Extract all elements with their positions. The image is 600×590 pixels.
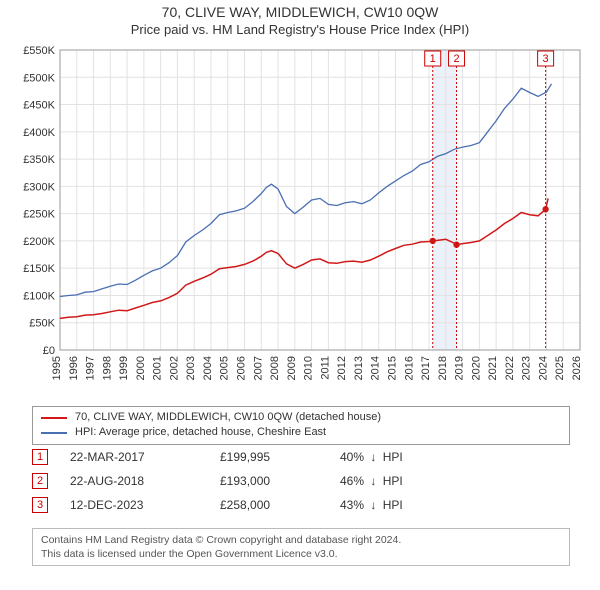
svg-text:2012: 2012 bbox=[336, 356, 348, 380]
svg-text:£550K: £550K bbox=[23, 45, 55, 57]
svg-text:2001: 2001 bbox=[152, 356, 164, 380]
down-arrow-icon: ↓ bbox=[370, 474, 376, 488]
sale-pct: 43% bbox=[340, 498, 364, 512]
footnote-line1: Contains HM Land Registry data © Crown c… bbox=[41, 533, 561, 547]
svg-text:2010: 2010 bbox=[303, 356, 315, 380]
sale-row: 3 12-DEC-2023 £258,000 43% ↓ HPI bbox=[32, 496, 570, 514]
svg-text:2026: 2026 bbox=[571, 356, 583, 380]
sales-table: 1 22-MAR-2017 £199,995 40% ↓ HPI 2 22-AU… bbox=[32, 448, 570, 520]
sale-diff: 46% ↓ HPI bbox=[340, 474, 460, 488]
sale-date: 12-DEC-2023 bbox=[70, 498, 220, 512]
svg-text:2019: 2019 bbox=[454, 356, 466, 380]
svg-text:£100K: £100K bbox=[23, 290, 55, 302]
footnote: Contains HM Land Registry data © Crown c… bbox=[32, 528, 570, 566]
sale-date: 22-AUG-2018 bbox=[70, 474, 220, 488]
svg-text:£300K: £300K bbox=[23, 181, 55, 193]
chart-svg: £0 £50K £100K £150K £200K £250K £300K £350K £400… bbox=[8, 44, 592, 404]
svg-text:2009: 2009 bbox=[286, 356, 298, 380]
svg-text:2021: 2021 bbox=[487, 356, 499, 380]
title-block: 70, CLIVE WAY, MIDDLEWICH, CW10 0QW Pric… bbox=[0, 0, 600, 37]
legend-swatch-property bbox=[41, 417, 67, 419]
svg-text:2014: 2014 bbox=[370, 356, 382, 380]
svg-text:2000: 2000 bbox=[135, 356, 147, 380]
sale-date: 22-MAR-2017 bbox=[70, 450, 220, 464]
legend-row: HPI: Average price, detached house, Ches… bbox=[41, 425, 561, 440]
svg-text:2025: 2025 bbox=[554, 356, 566, 380]
svg-text:2018: 2018 bbox=[437, 356, 449, 380]
svg-text:2013: 2013 bbox=[353, 356, 365, 380]
sale-suffix: HPI bbox=[383, 474, 403, 488]
svg-text:2003: 2003 bbox=[185, 356, 197, 380]
legend-swatch-hpi bbox=[41, 432, 67, 434]
title-sub: Price paid vs. HM Land Registry's House … bbox=[0, 22, 600, 37]
sale-diff: 40% ↓ HPI bbox=[340, 450, 460, 464]
sale-suffix: HPI bbox=[383, 450, 403, 464]
svg-text:£350K: £350K bbox=[23, 154, 55, 166]
svg-text:2023: 2023 bbox=[521, 356, 533, 380]
legend: 70, CLIVE WAY, MIDDLEWICH, CW10 0QW (det… bbox=[32, 406, 570, 445]
svg-text:2002: 2002 bbox=[168, 356, 180, 380]
sale-row: 1 22-MAR-2017 £199,995 40% ↓ HPI bbox=[32, 448, 570, 466]
sale-marker-3: 3 bbox=[32, 497, 48, 513]
svg-text:3: 3 bbox=[543, 53, 549, 65]
svg-text:2020: 2020 bbox=[470, 356, 482, 380]
sale-pct: 46% bbox=[340, 474, 364, 488]
legend-label-property: 70, CLIVE WAY, MIDDLEWICH, CW10 0QW (det… bbox=[75, 410, 381, 425]
svg-text:2022: 2022 bbox=[504, 356, 516, 380]
down-arrow-icon: ↓ bbox=[370, 498, 376, 512]
chart: £0 £50K £100K £150K £200K £250K £300K £350K £400… bbox=[8, 44, 592, 404]
svg-text:2008: 2008 bbox=[269, 356, 281, 380]
footnote-line2: This data is licensed under the Open Gov… bbox=[41, 547, 561, 561]
svg-text:1998: 1998 bbox=[101, 356, 113, 380]
svg-text:1999: 1999 bbox=[118, 356, 130, 380]
sale-marker-1: 1 bbox=[32, 449, 48, 465]
sale-price: £199,995 bbox=[220, 450, 340, 464]
svg-text:1995: 1995 bbox=[51, 356, 63, 380]
sale-suffix: HPI bbox=[383, 498, 403, 512]
svg-text:1997: 1997 bbox=[85, 356, 97, 380]
svg-text:£0: £0 bbox=[43, 345, 55, 357]
svg-text:2024: 2024 bbox=[537, 356, 549, 380]
sale-price: £193,000 bbox=[220, 474, 340, 488]
sale-pct: 40% bbox=[340, 450, 364, 464]
svg-text:1: 1 bbox=[430, 53, 436, 65]
svg-text:£200K: £200K bbox=[23, 236, 55, 248]
legend-label-hpi: HPI: Average price, detached house, Ches… bbox=[75, 425, 326, 440]
svg-text:2004: 2004 bbox=[202, 356, 214, 380]
svg-text:£400K: £400K bbox=[23, 127, 55, 139]
title-main: 70, CLIVE WAY, MIDDLEWICH, CW10 0QW bbox=[0, 4, 600, 20]
svg-text:2007: 2007 bbox=[252, 356, 264, 380]
svg-text:2: 2 bbox=[453, 53, 459, 65]
sale-row: 2 22-AUG-2018 £193,000 46% ↓ HPI bbox=[32, 472, 570, 490]
down-arrow-icon: ↓ bbox=[370, 450, 376, 464]
svg-text:£450K: £450K bbox=[23, 100, 55, 112]
svg-text:2016: 2016 bbox=[403, 356, 415, 380]
sale-marker-2: 2 bbox=[32, 473, 48, 489]
sale-price: £258,000 bbox=[220, 498, 340, 512]
legend-row: 70, CLIVE WAY, MIDDLEWICH, CW10 0QW (det… bbox=[41, 410, 561, 425]
svg-text:£250K: £250K bbox=[23, 209, 55, 221]
svg-text:£50K: £50K bbox=[29, 318, 55, 330]
svg-text:2017: 2017 bbox=[420, 356, 432, 380]
svg-text:2015: 2015 bbox=[386, 356, 398, 380]
svg-text:2005: 2005 bbox=[219, 356, 231, 380]
svg-text:£150K: £150K bbox=[23, 263, 55, 275]
svg-text:1996: 1996 bbox=[68, 356, 80, 380]
svg-text:£500K: £500K bbox=[23, 72, 55, 84]
svg-text:2011: 2011 bbox=[319, 356, 331, 380]
svg-text:2006: 2006 bbox=[236, 356, 248, 380]
sale-diff: 43% ↓ HPI bbox=[340, 498, 460, 512]
